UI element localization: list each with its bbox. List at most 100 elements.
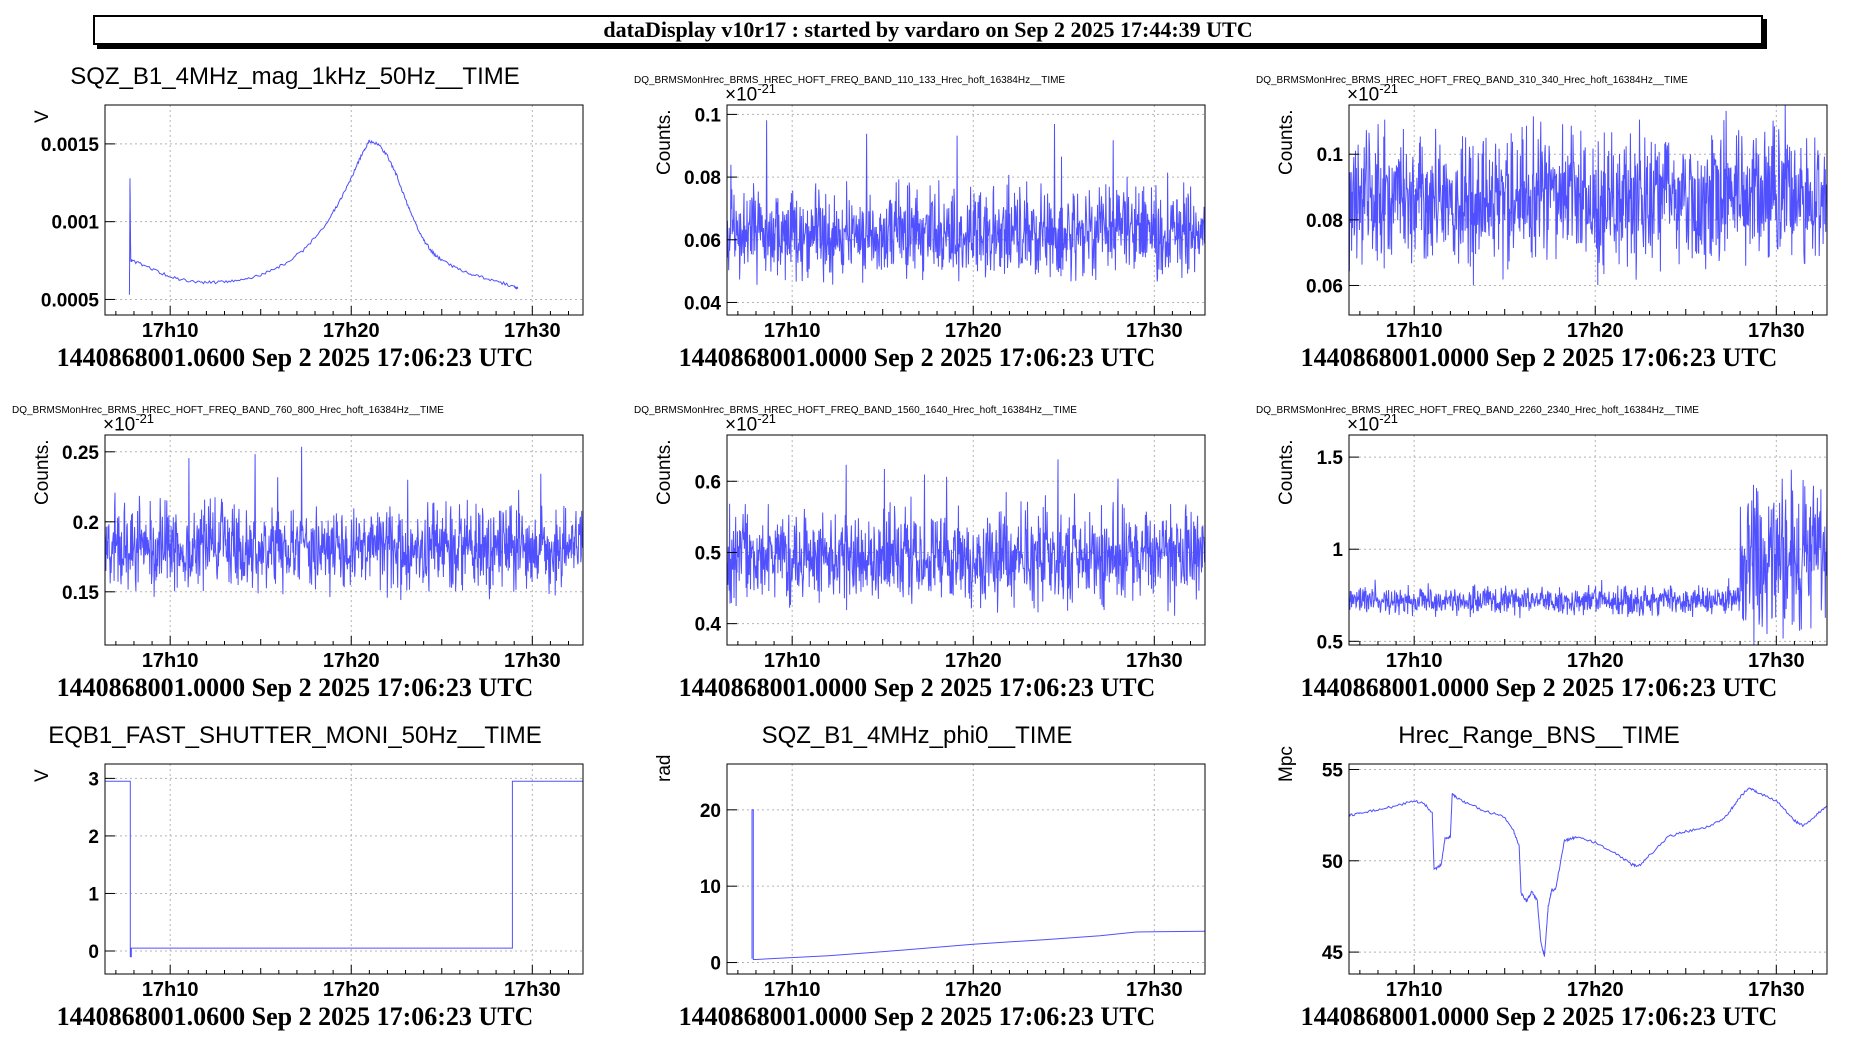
chart-footer-timestamp: 1440868001.0600 Sep 2 2025 17:06:23 UTC [56, 1002, 534, 1031]
x-tick-label: 17h20 [945, 979, 1002, 1001]
y-tick-label: 1.5 [1317, 448, 1344, 469]
chart-panel: DQ_BRMSMonHrec_BRMS_HREC_HOFT_FREQ_BAND_… [0, 395, 590, 720]
x-tick-label: 17h30 [1748, 320, 1805, 342]
chart-svg: 17h10 17h20 17h30 0.5 1 1.5 [1317, 434, 1828, 672]
y-tick-label: 0.06 [684, 231, 721, 252]
y-tick-label: 0.2 [73, 513, 99, 534]
plot-frame [726, 763, 1206, 975]
x-tick-label: 17h10 [1386, 320, 1443, 342]
x-tick-label: 17h20 [323, 320, 380, 342]
y-tick-label: 0 [88, 942, 99, 963]
x-tick-label: 17h10 [764, 650, 821, 672]
x-tick-label: 17h30 [1748, 650, 1805, 672]
y-tick-label: 45 [1322, 943, 1344, 964]
y-tick-label: 55 [1322, 760, 1344, 781]
chart-footer-timestamp: 1440868001.0000 Sep 2 2025 17:06:23 UTC [1300, 1002, 1778, 1031]
chart-title: SQZ_B1_4MHz_phi0__TIME [761, 722, 1073, 749]
plot-frame [726, 104, 1206, 316]
y-tick-label: 0 [710, 954, 721, 975]
chart-title: Hrec_Range_BNS__TIME [1398, 722, 1680, 749]
x-tick-label: 17h10 [764, 320, 821, 342]
chart-title: DQ_BRMSMonHrec_BRMS_HREC_HOFT_FREQ_BAND_… [634, 75, 1066, 86]
x-tick-label: 17h20 [945, 320, 1002, 342]
y-axis-exponent: ×10-21 [103, 411, 155, 436]
x-tick-label: 17h20 [1567, 320, 1624, 342]
series-line [751, 809, 1206, 960]
y-tick-label: 50 [1322, 852, 1343, 873]
y-tick-label: 0.5 [1317, 632, 1344, 653]
x-tick-label: 17h30 [504, 979, 561, 1001]
x-tick-label: 17h30 [504, 650, 561, 672]
y-tick-label: 0.06 [1306, 276, 1343, 297]
series-line [1348, 469, 1828, 646]
x-tick-label: 17h10 [142, 320, 199, 342]
chart-svg: 17h10 17h20 17h30 45 50 55 [1322, 760, 1828, 1001]
y-tick-label: 0.0005 [41, 290, 100, 311]
chart-title: SQZ_B1_4MHz_mag_1kHz_50Hz__TIME [70, 63, 520, 90]
chart-svg: 17h10 17h20 17h30 0.06 0.08 0.1 [1306, 104, 1828, 342]
x-tick-label: 17h10 [142, 650, 199, 672]
series-line [1348, 787, 1828, 958]
x-tick-label: 17h10 [1386, 650, 1443, 672]
x-tick-label: 17h20 [945, 650, 1002, 672]
y-tick-label: 0.04 [684, 293, 721, 314]
plot-frame [1348, 104, 1828, 316]
x-tick-label: 17h20 [323, 650, 380, 672]
y-axis-exponent: ×10-21 [1347, 81, 1399, 106]
y-tick-label: 3 [88, 769, 99, 790]
y-tick-label: 0.0015 [41, 135, 100, 156]
chart-footer-timestamp: 1440868001.0000 Sep 2 2025 17:06:23 UTC [678, 343, 1156, 372]
x-tick-label: 17h10 [142, 979, 199, 1001]
x-tick-label: 17h30 [1748, 979, 1805, 1001]
chart-svg: 17h10 17h20 17h30 0.0005 0.001 0.0015 [41, 104, 584, 342]
y-tick-label: 0.25 [62, 443, 99, 464]
chart-panel: DQ_BRMSMonHrec_BRMS_HREC_HOFT_FREQ_BAND_… [622, 395, 1212, 720]
y-tick-label: 1 [88, 884, 99, 905]
chart-panel: SQZ_B1_4MHz_phi0__TIME rad 1440868001.0000… [622, 722, 1212, 1049]
plot-frame [726, 434, 1206, 646]
chart-title: DQ_BRMSMonHrec_BRMS_HREC_HOFT_FREQ_BAND_… [1256, 405, 1699, 416]
x-tick-label: 17h30 [1126, 650, 1183, 672]
x-tick-label: 17h10 [1386, 979, 1443, 1001]
y-tick-label: 0.1 [1317, 145, 1344, 166]
chart-panel: Hrec_Range_BNS__TIME Mpc 1440868001.0000 S… [1244, 722, 1834, 1049]
chart-title: EQB1_FAST_SHUTTER_MONI_50Hz__TIME [48, 722, 542, 749]
y-tick-label: 0.6 [695, 472, 721, 493]
y-tick-label: 1 [1332, 540, 1343, 561]
x-tick-label: 17h20 [323, 979, 380, 1001]
y-tick-label: 0.08 [684, 168, 721, 189]
y-tick-label: 2 [88, 827, 99, 848]
y-tick-label: 20 [700, 801, 721, 822]
plot-frame [104, 763, 584, 975]
chart-panel: SQZ_B1_4MHz_mag_1kHz_50Hz__TIME V 14408680… [0, 63, 590, 390]
chart-panel: DQ_BRMSMonHrec_BRMS_HREC_HOFT_FREQ_BAND_… [622, 65, 1212, 390]
chart-footer-timestamp: 1440868001.0000 Sep 2 2025 17:06:23 UTC [56, 673, 534, 702]
chart-panel: EQB1_FAST_SHUTTER_MONI_50Hz__TIME V 144086… [0, 722, 590, 1049]
x-tick-label: 17h30 [1126, 979, 1183, 1001]
y-axis-exponent: ×10-21 [725, 411, 777, 436]
chart-panel: DQ_BRMSMonHrec_BRMS_HREC_HOFT_FREQ_BAND_… [1244, 395, 1834, 720]
x-tick-label: 17h30 [504, 320, 561, 342]
y-tick-label: 0.5 [695, 543, 722, 564]
chart-footer-timestamp: 1440868001.0000 Sep 2 2025 17:06:23 UTC [1300, 673, 1778, 702]
chart-panel: DQ_BRMSMonHrec_BRMS_HREC_HOFT_FREQ_BAND_… [1244, 65, 1834, 390]
plot-frame [104, 434, 584, 646]
chart-footer-timestamp: 1440868001.0000 Sep 2 2025 17:06:23 UTC [678, 673, 1156, 702]
series-line [726, 120, 1206, 285]
y-tick-label: 0.15 [62, 583, 99, 604]
y-axis-exponent: ×10-21 [725, 81, 777, 106]
chart-title: DQ_BRMSMonHrec_BRMS_HREC_HOFT_FREQ_BAND_… [12, 405, 444, 416]
chart-footer-timestamp: 1440868001.0600 Sep 2 2025 17:06:23 UTC [56, 343, 534, 372]
chart-svg: 17h10 17h20 17h30 0.4 0.5 0.6 [695, 434, 1206, 672]
chart-svg: 17h10 17h20 17h30 0.15 0.2 0.25 [62, 434, 584, 672]
series-line [1348, 104, 1828, 286]
y-tick-label: 0.4 [695, 615, 722, 636]
chart-footer-timestamp: 1440868001.0000 Sep 2 2025 17:06:23 UTC [678, 1002, 1156, 1031]
series-line [104, 446, 584, 601]
window-title-banner: dataDisplay v10r17 : started by vardaro … [93, 15, 1763, 45]
x-tick-label: 17h30 [1126, 320, 1183, 342]
series-line [128, 139, 519, 295]
chart-svg: 17h10 17h20 17h30 0 1 2 3 [88, 763, 584, 1001]
plot-frame [104, 104, 584, 316]
chart-svg: 17h10 17h20 17h30 0 10 20 [700, 763, 1206, 1001]
